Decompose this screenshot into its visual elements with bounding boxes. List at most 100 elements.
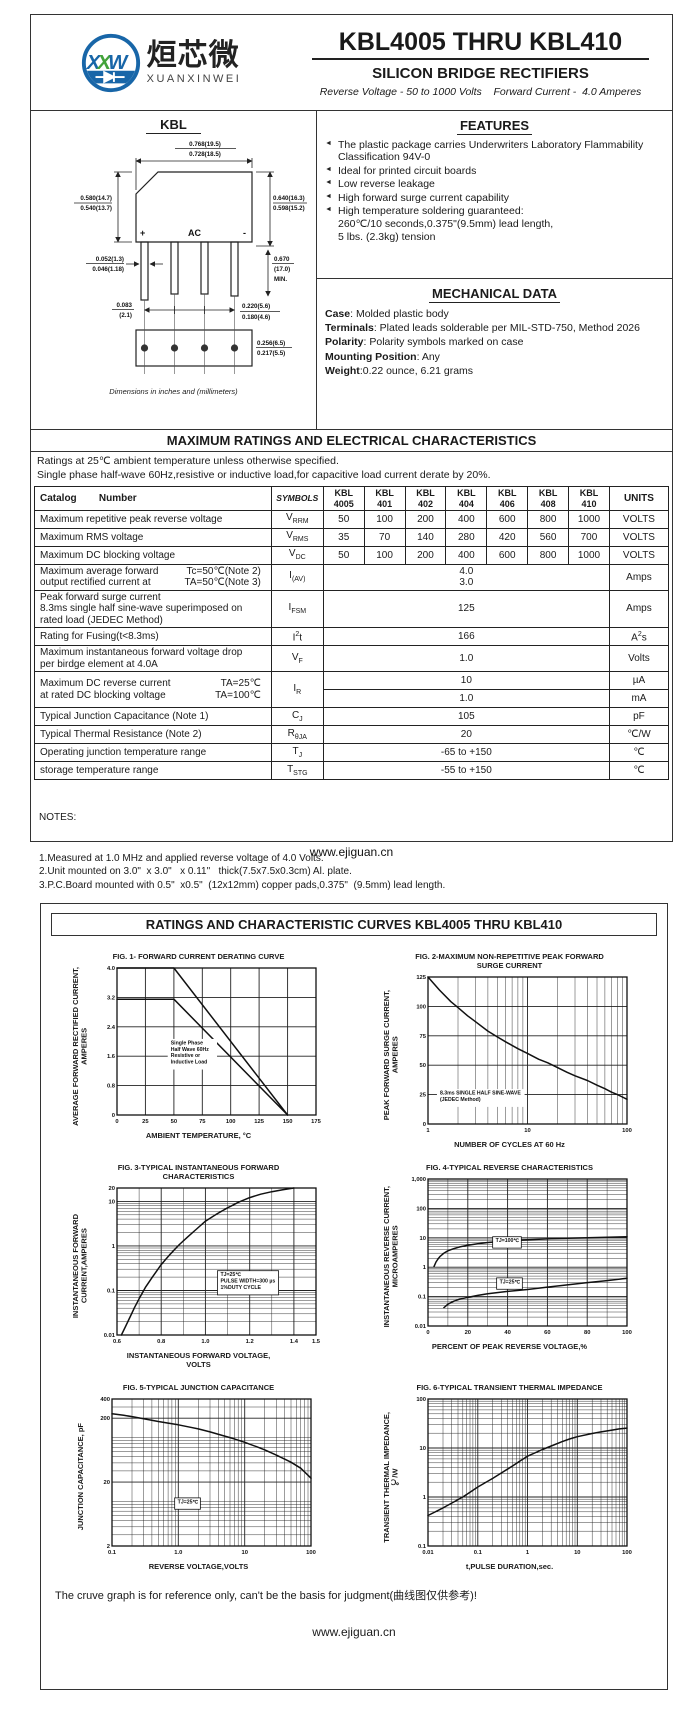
svg-text:0.180(4.6): 0.180(4.6): [242, 314, 270, 321]
table-cell: VF: [270, 645, 324, 673]
column-header: SYMBOLS: [270, 486, 324, 511]
svg-text:75: 75: [199, 1119, 206, 1125]
chart-body: TRANSIENT THERMAL IMPEDANCE, ℃/W 0.01 0.1 1…: [382, 1393, 635, 1561]
table-cell: 200: [404, 545, 447, 565]
fig1-figure: FIG. 1- FORWARD CURRENT DERATING CURVE AV…: [43, 940, 354, 1149]
table-cell: TJ: [270, 743, 324, 763]
table-cell: 4.0 3.0: [322, 563, 610, 591]
column-header: KBL 408: [527, 486, 570, 511]
table-cell: -55 to +150: [322, 761, 610, 781]
svg-text:20: 20: [108, 1186, 114, 1192]
svg-text:Inductive Load: Inductive Load: [170, 1060, 207, 1066]
mechanical-list: Case: Molded plastic body Terminals: Plat…: [325, 307, 664, 378]
svg-text:2.4: 2.4: [107, 1025, 116, 1031]
svg-text:4.0: 4.0: [107, 966, 115, 972]
data-series: [115, 967, 288, 1116]
table-cell: Rating for Fusing(t<8.3ms): [34, 627, 272, 647]
mechanical-heading: MECHANICAL DATA: [325, 286, 664, 303]
title-block: KBL4005 THRU KBL410 SILICON BRIDGE RECTI…: [289, 15, 672, 110]
svg-text:+: +: [140, 228, 145, 238]
svg-text:(2.1): (2.1): [119, 312, 132, 319]
table-cell: pF: [608, 707, 670, 727]
svg-text:(JEDEC Method): (JEDEC Method): [440, 1097, 481, 1103]
svg-text:25: 25: [419, 1093, 426, 1099]
svg-text:0.728(18.5): 0.728(18.5): [189, 151, 221, 158]
ratings-table: Catalog Number SYMBOLS KBL 4005 KBL 401 KBL 402…: [34, 486, 670, 781]
table-cell: A2s: [608, 627, 670, 647]
fig6-figure: FIG. 6-TYPICAL TRANSIENT THERMAL IMPEDAN…: [354, 1371, 665, 1571]
company-name-en: XUANXINWEI: [146, 72, 242, 85]
chart-canvas: 0.1 1.0 10 100 2 20 200 400 TJ=25℃: [101, 1397, 317, 1556]
mechanical-row: Mounting Position: Any: [325, 350, 440, 363]
table-row: Operating junction temperature range TJ -6…: [34, 743, 670, 763]
column-header: KBL 4005: [322, 486, 365, 511]
table-cell: Maximum average forward Tc=50℃(Note 2) out…: [34, 563, 272, 591]
svg-text:Single Phase: Single Phase: [170, 1040, 202, 1046]
table-cell: Maximum DC reverse current TA=25℃ at rated…: [34, 671, 272, 709]
y-axis-label: PEAK FORWARD SURGE CURRENT, AMPERES: [382, 989, 400, 1121]
feature-text: Ideal for printed circuit boards: [338, 164, 477, 177]
svg-text:AC: AC: [188, 228, 201, 238]
table-cell: µA: [608, 671, 670, 691]
svg-text:125: 125: [254, 1119, 264, 1125]
svg-text:100: 100: [622, 1330, 632, 1336]
x-axis-label: INSTANTANEOUS FORWARD VOLTAGE, VOLTS: [126, 1351, 271, 1369]
svg-text:0.598(15.2): 0.598(15.2): [273, 205, 305, 212]
svg-text:0.6: 0.6: [113, 1339, 122, 1345]
table-row: Maximum instantaneous forward voltage dr…: [34, 645, 670, 673]
svg-text:0: 0: [426, 1330, 429, 1336]
mechanical-row: Polarity: Polarity symbols marked on cas…: [325, 336, 524, 349]
chart-title: FIG. 4-TYPICAL REVERSE CHARACTERISTICS: [426, 1163, 593, 1172]
feature-detail: 260℃/10 seconds,0.375"(9.5mm) lead lengt…: [338, 218, 554, 231]
table-row: Peak forward surge current 8.3ms single h…: [34, 589, 670, 629]
fig2-figure: FIG. 2-MAXIMUM NON-REPETITIVE PEAK FORWA…: [354, 940, 665, 1149]
svg-text:10: 10: [419, 1446, 425, 1452]
svg-text:TJ=25℃: TJ=25℃: [178, 1498, 199, 1505]
website-link-2[interactable]: www.ejiguan.cn: [312, 1625, 396, 1639]
table-row: storage temperature range TSTG -55 to +150…: [34, 761, 670, 781]
svg-text:TJ=25℃: TJ=25℃: [220, 1271, 241, 1278]
svg-text:0: 0: [115, 1119, 118, 1125]
table-cell: storage temperature range: [34, 761, 272, 781]
company-name-cn: 烜芯微: [146, 38, 240, 72]
svg-text:10: 10: [108, 1199, 114, 1205]
header: XXW 烜芯微 XUANXINWEI KBL4005 THRU KBL410 S…: [31, 15, 672, 111]
chart-title: FIG. 1- FORWARD CURRENT DERATING CURVE: [112, 952, 285, 961]
svg-text:8.3ms SINGLE HALF SINE-WAVE: 8.3ms SINGLE HALF SINE-WAVE: [440, 1091, 521, 1097]
features-section: FEATURES ◄ The plastic package carries Un…: [317, 111, 672, 279]
svg-text:1.4: 1.4: [289, 1339, 298, 1345]
chart-canvas: 1 10 100 0 25 50 75 100 125 8.3ms SINGLE HALF SIN…: [416, 975, 632, 1134]
svg-text:0.670: 0.670: [274, 256, 290, 263]
table-cell: RθJA: [270, 725, 324, 745]
table-cell: Maximum repetitive peak reverse voltage: [34, 509, 272, 529]
website-link[interactable]: www.ejiguan.cn: [309, 845, 394, 859]
table-cell: 35: [322, 527, 365, 547]
chart-body: PEAK FORWARD SURGE CURRENT, AMPERES 1 10 10…: [382, 971, 635, 1139]
svg-text:-: -: [243, 228, 246, 238]
svg-text:100: 100: [622, 1128, 632, 1134]
table-row: Maximum DC blocking voltage VDC 50 100 200 40…: [34, 545, 670, 565]
table-cell: Volts: [608, 645, 670, 673]
svg-text:75: 75: [419, 1034, 426, 1040]
svg-text:1: 1: [426, 1128, 430, 1134]
svg-text:175: 175: [311, 1119, 321, 1125]
table-cell: 420: [486, 527, 529, 547]
column-header: KBL 402: [404, 486, 447, 511]
table-row: 1.0 mA: [35, 689, 670, 709]
chart-canvas: 0 25 50 75 100 125 150 175 0 0.8 1.6 2.4 3.2 4.0 Singl…: [107, 966, 322, 1125]
notes-section: NOTES: 1.Measured at 1.0 MHz and applied…: [31, 780, 672, 923]
table-cell: -65 to +150: [322, 743, 610, 763]
svg-text:0: 0: [422, 1122, 425, 1128]
logo-text: 烜芯微 XUANXINWEI: [146, 38, 242, 85]
table-cell: 140: [404, 527, 447, 547]
title-rule: [311, 57, 650, 61]
table-cell: 800: [527, 509, 570, 529]
company-logo: XXW 烜芯微 XUANXINWEI: [31, 15, 289, 110]
svg-text:0.8: 0.8: [107, 1084, 116, 1090]
svg-text:1: 1: [422, 1265, 426, 1271]
table-cell: 200: [404, 509, 447, 529]
package-outline-drawing: 0.768(19.5) 0.728(18.5) 0.580(14.7) 0.54…: [73, 141, 307, 374]
svg-text:0.1: 0.1: [107, 1289, 116, 1295]
table-cell: 800: [527, 545, 570, 565]
